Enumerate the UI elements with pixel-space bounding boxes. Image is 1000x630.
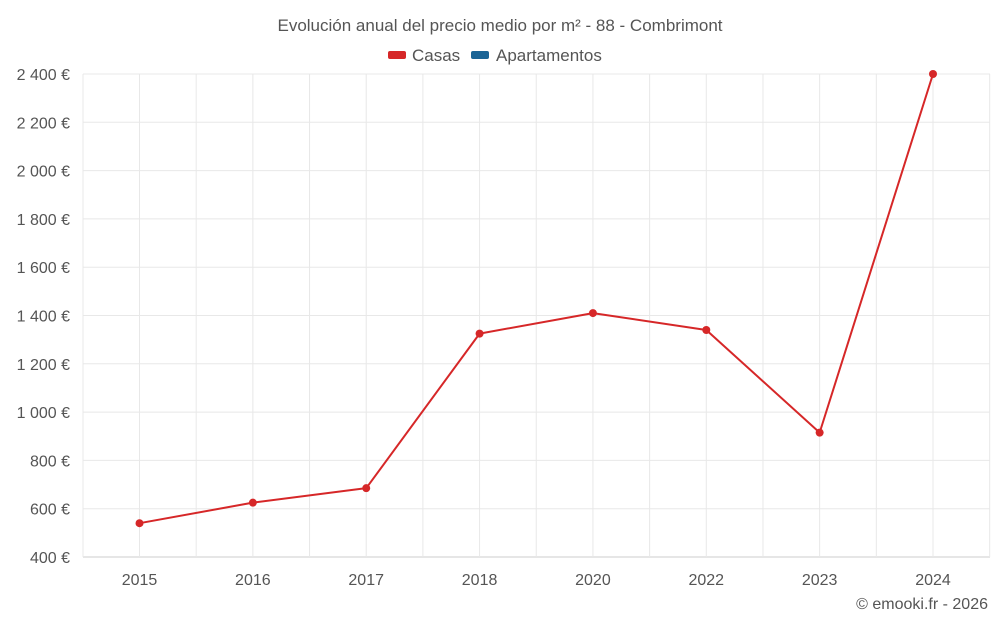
y-tick-label: 1 000 € [17, 405, 70, 422]
x-tick-label: 2023 [802, 572, 838, 589]
legend[interactable]: Casas Apartamentos [388, 46, 602, 65]
x-tick-label: 2022 [688, 572, 724, 589]
grid [82, 73, 991, 558]
data-point-casas-2018[interactable] [475, 329, 484, 338]
y-tick-label: 2 000 € [17, 164, 70, 181]
y-tick-label: 600 € [30, 502, 70, 519]
data-point-casas-2022[interactable] [702, 325, 711, 334]
y-tick-label: 1 400 € [17, 309, 70, 326]
y-tick-label: 2 200 € [17, 115, 70, 132]
data-point-casas-2023[interactable] [815, 428, 824, 437]
x-tick-label: 2017 [348, 572, 384, 589]
x-axis: 2015 2016 2017 2018 2020 2022 2023 2024 [122, 572, 951, 589]
x-tick-label: 2018 [462, 572, 498, 589]
chart-title: Evolución anual del precio medio por m² … [277, 16, 722, 35]
y-tick-label: 800 € [30, 453, 70, 470]
series-casas [135, 70, 937, 528]
y-tick-label: 1 200 € [17, 357, 70, 374]
x-tick-label: 2024 [915, 572, 951, 589]
legend-swatch-casas [388, 51, 406, 59]
y-tick-label: 1 600 € [17, 260, 70, 277]
legend-label-apartamentos[interactable]: Apartamentos [496, 46, 602, 65]
x-tick-label: 2016 [235, 572, 271, 589]
data-point-casas-2020[interactable] [588, 309, 597, 318]
data-point-casas-2016[interactable] [248, 498, 257, 507]
x-tick-label: 2015 [122, 572, 158, 589]
footer-credit: © emooki.fr - 2026 [856, 596, 988, 613]
data-point-casas-2024[interactable] [929, 70, 937, 78]
data-point-casas-2017[interactable] [362, 484, 371, 493]
x-tick-label: 2020 [575, 572, 611, 589]
y-tick-label: 400 € [30, 550, 70, 567]
y-axis: 400 € 600 € 800 € 1 000 € 1 200 € 1 400 € 1 60… [17, 67, 70, 567]
y-tick-label: 1 800 € [17, 212, 70, 229]
legend-label-casas[interactable]: Casas [412, 46, 460, 65]
legend-swatch-apartamentos [471, 51, 489, 59]
y-tick-label: 2 400 € [17, 67, 70, 84]
data-point-casas-2015[interactable] [135, 519, 144, 528]
series-line-casas [139, 73, 934, 525]
